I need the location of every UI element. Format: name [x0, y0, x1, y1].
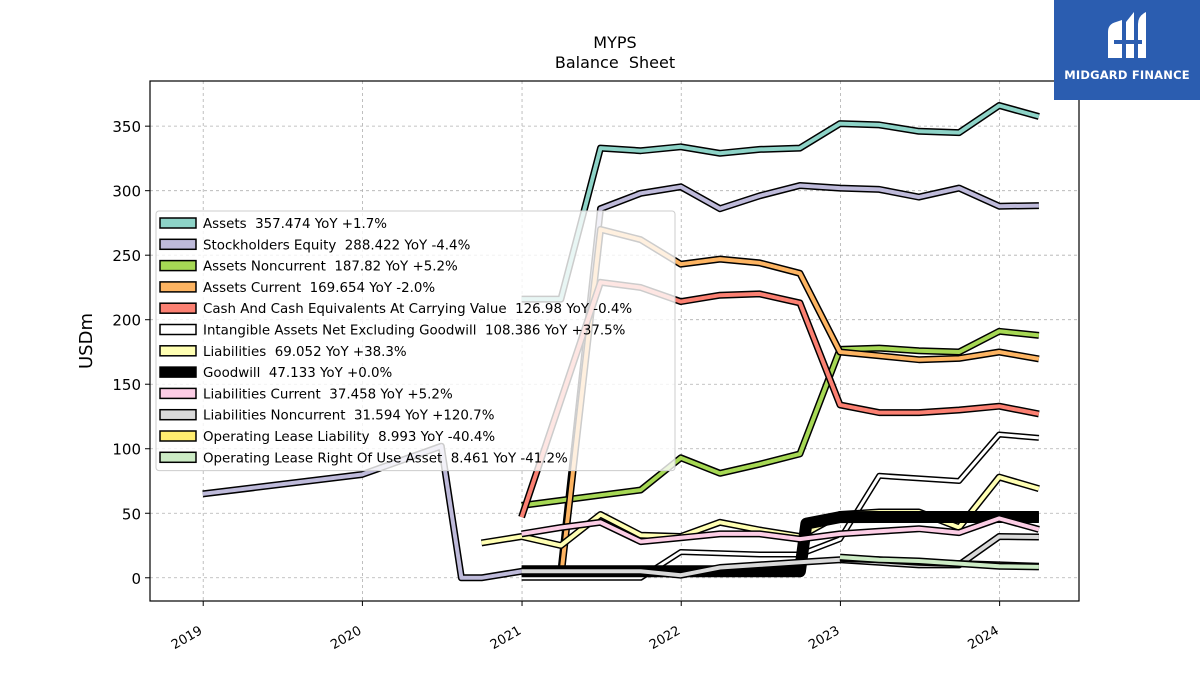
y-tick-label: 350: [112, 118, 141, 136]
x-tick-label: 2022: [647, 623, 683, 653]
legend-item: Stockholders Equity 288.422 YoY -4.4%: [159, 238, 470, 253]
legend-swatch: [159, 345, 197, 357]
legend-item: Cash And Cash Equivalents At Carrying Va…: [159, 302, 632, 317]
series-2: [202, 182, 1039, 582]
x-tick-label: 2020: [328, 623, 364, 653]
y-tick-label: 50: [122, 505, 141, 523]
y-tick-label: 150: [112, 376, 141, 394]
legend-swatch: [159, 366, 197, 378]
legend-label: Goodwill 47.133 YoY +0.0%: [203, 366, 392, 381]
legend-item: Goodwill 47.133 YoY +0.0%: [159, 366, 392, 381]
y-tick-label: 300: [112, 183, 141, 201]
legend-swatch: [159, 430, 197, 442]
series-9: [521, 514, 1040, 546]
legend-box: [155, 210, 676, 472]
legend-label: Cash And Cash Equivalents At Carrying Va…: [203, 302, 632, 317]
legend-label: Stockholders Equity 288.422 YoY -4.4%: [203, 238, 470, 253]
x-tick-label: 2023: [806, 623, 842, 653]
legend-item: Intangible Assets Net Excluding Goodwill…: [159, 323, 625, 339]
legend-swatch: [159, 451, 197, 464]
legend-swatch: [159, 387, 197, 400]
series-line: [521, 516, 1040, 544]
legend-item: Operating Lease Right Of Use Asset 8.461…: [159, 451, 568, 466]
legend-swatch: [159, 217, 197, 229]
legend-label: Intangible Assets Net Excluding Goodwill…: [203, 324, 625, 339]
y-tick-label: 200: [112, 312, 141, 330]
series-line: [521, 329, 1040, 508]
legend-item: Liabilities Current 37.458 YoY +5.2%: [159, 387, 453, 402]
legend-label: Operating Lease Liability 8.993 YoY -40.…: [203, 430, 495, 445]
legend: Assets 357.474 YoY +1.7% Stockholders Equ…: [155, 210, 676, 472]
legend-swatch: [159, 281, 197, 293]
legend-label: Assets 357.474 YoY +1.7%: [203, 217, 387, 232]
legend-item: Assets Noncurrent 187.82 YoY +5.2%: [159, 259, 458, 275]
series-1: [521, 102, 1040, 303]
legend-swatch: [159, 323, 197, 336]
y-tick-label: 0: [131, 570, 141, 588]
legend-item: Operating Lease Liability 8.993 YoY -40.…: [159, 430, 495, 445]
legend-swatch: [159, 238, 197, 251]
legend-label: Liabilities Noncurrent 31.594 YoY +120.7…: [203, 409, 494, 424]
x-tick-label: 2019: [169, 623, 205, 653]
brand-name: MIDGARD FINANCE: [1064, 68, 1190, 82]
brand-logo: MIDGARD FINANCE: [1054, 0, 1200, 100]
legend-swatch: [159, 302, 197, 314]
y-tick-label: 100: [112, 441, 141, 459]
series-line: [521, 433, 1040, 580]
plot-frame: [149, 80, 1080, 602]
legend-label: Assets Current 169.654 YoY -2.0%: [203, 281, 435, 296]
legend-item: Liabilities 69.052 YoY +38.3%: [159, 345, 407, 360]
series-line: [521, 103, 1040, 302]
legend-label: Operating Lease Right Of Use Asset 8.461…: [203, 451, 568, 466]
y-tick-label: 250: [112, 247, 141, 265]
x-tick-label: 2024: [965, 623, 1001, 653]
legend-item: Liabilities Noncurrent 31.594 YoY +120.7…: [159, 408, 494, 424]
legend-item: Assets Current 169.654 YoY -2.0%: [159, 281, 435, 296]
chart-subtitle: Balance Sheet: [555, 53, 675, 72]
legend-swatch: [159, 259, 197, 272]
chart-title: MYPS: [593, 33, 636, 52]
legend-label: Liabilities Current 37.458 YoY +5.2%: [203, 387, 453, 402]
legend-label: Assets Noncurrent 187.82 YoY +5.2%: [203, 260, 458, 275]
legend-label: Liabilities 69.052 YoY +38.3%: [203, 345, 407, 360]
x-tick-label: 2021: [488, 623, 524, 653]
series-line: [202, 183, 1039, 580]
legend-swatch: [159, 408, 197, 421]
series-3: [521, 327, 1040, 509]
series-6: [521, 431, 1040, 581]
series-line: [839, 555, 1039, 569]
y-axis-label: USDm: [76, 313, 97, 369]
brand-logo-mark-icon: [1108, 12, 1146, 58]
legend-item: Assets 357.474 YoY +1.7%: [159, 217, 387, 232]
series-12: [839, 553, 1039, 571]
